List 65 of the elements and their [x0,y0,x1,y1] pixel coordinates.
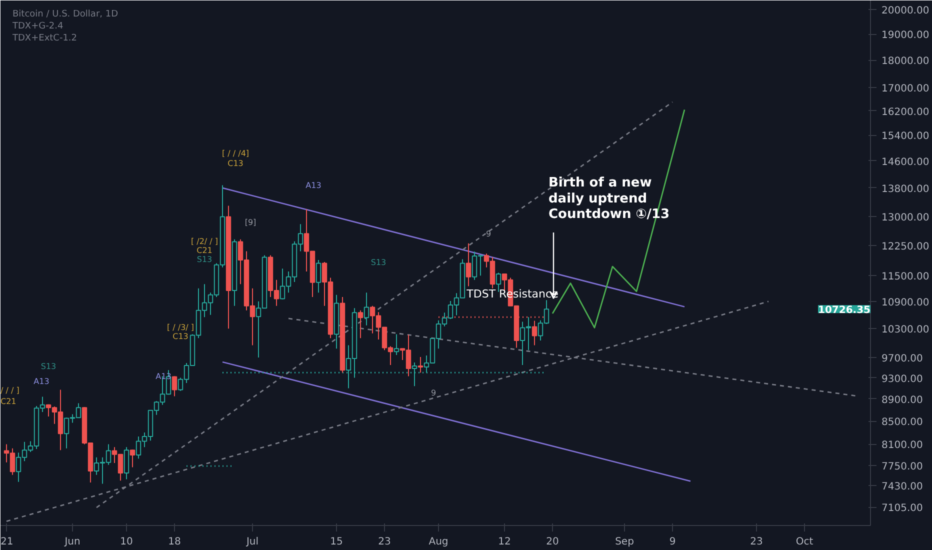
y-tick-label: 10300.00 [882,324,930,336]
y-tick-label: 7750.00 [882,461,923,472]
y-tick-label: 8900.00 [882,394,923,406]
annotation: [ /2/ / ] [190,237,218,246]
annotation: C21 [0,397,16,406]
x-tick-label: Sep [615,536,634,548]
y-tick-label: 8100.00 [882,440,923,452]
x-tick-label: 15 [330,536,343,548]
y-tick-label: 10900.00 [882,297,930,308]
x-tick-label: 21 [0,536,14,548]
x-tick-label: 18 [168,536,181,548]
candlestick [316,260,322,294]
y-tick-label: 8500.00 [882,417,923,428]
annotation: C13 [228,159,244,168]
x-tick-label: Jun [64,536,80,548]
y-tick-label: 14600.00 [882,156,930,168]
candlestick [496,272,502,292]
y-tick-label: 18000.00 [882,56,930,68]
candlestick [418,356,424,374]
y-tick-label: 20000.00 [882,6,930,17]
text: Bitcoin / U.S. Dollar, 1D [12,10,118,20]
candlestick [130,449,136,468]
y-tick-label: 13000.00 [882,212,930,224]
text: TDX+G-2.4 TDX+ExtC-1.2 [12,22,78,44]
y-tick-label: 17000.00 [882,84,930,95]
annotation: C21 [196,246,212,255]
y-tick-label: 16200.00 [882,106,930,118]
y-tick-label: 12250.00 [882,241,930,252]
candlestick [394,334,400,356]
x-tick-label: 10 [120,536,133,548]
annotation: [9] [244,218,256,227]
annotation: [ / /3/ ] [166,323,194,332]
annotation: 9 [430,388,436,398]
y-tick-label: 11500.00 [882,272,930,283]
candlestick [358,310,364,339]
annotation: / / / ] [0,386,20,395]
annotation: C13 [172,332,188,341]
x-tick-label: 9 [669,536,676,548]
annotation: 9 [486,230,492,238]
x-tick-label: 23 [378,536,391,548]
candlestick [172,376,178,397]
candlestick [466,242,472,287]
candlestick [532,320,538,346]
x-tick-label: Oct [796,536,814,548]
y-tick-label: 15400.00 [882,131,930,142]
annotation: [ / / /4] [222,149,250,158]
annotation: S13 [370,258,386,267]
x-tick-label: 20 [546,536,559,548]
x-tick-label: 12 [498,536,511,548]
x-tick-label: Aug [428,536,448,548]
y-tick-label: 7105.00 [882,503,923,514]
x-tick-label: 23 [750,536,763,548]
annotation: S13 [40,362,56,371]
annotation: S13 [196,255,212,264]
y-tick-label: 13800.00 [882,184,930,195]
candlestick [364,292,370,326]
annotation: A13 [34,377,50,386]
y-tick-label: 9300.00 [882,374,923,385]
x-tick-label: Jul [245,536,259,548]
y-tick-label: 7430.00 [882,482,923,493]
annotation: 10726.35 [818,305,871,316]
y-tick-label: 9700.00 [882,354,923,365]
annotation: A13 [306,181,322,190]
y-tick-label: 19000.00 [882,30,930,42]
candlestick [124,446,130,480]
